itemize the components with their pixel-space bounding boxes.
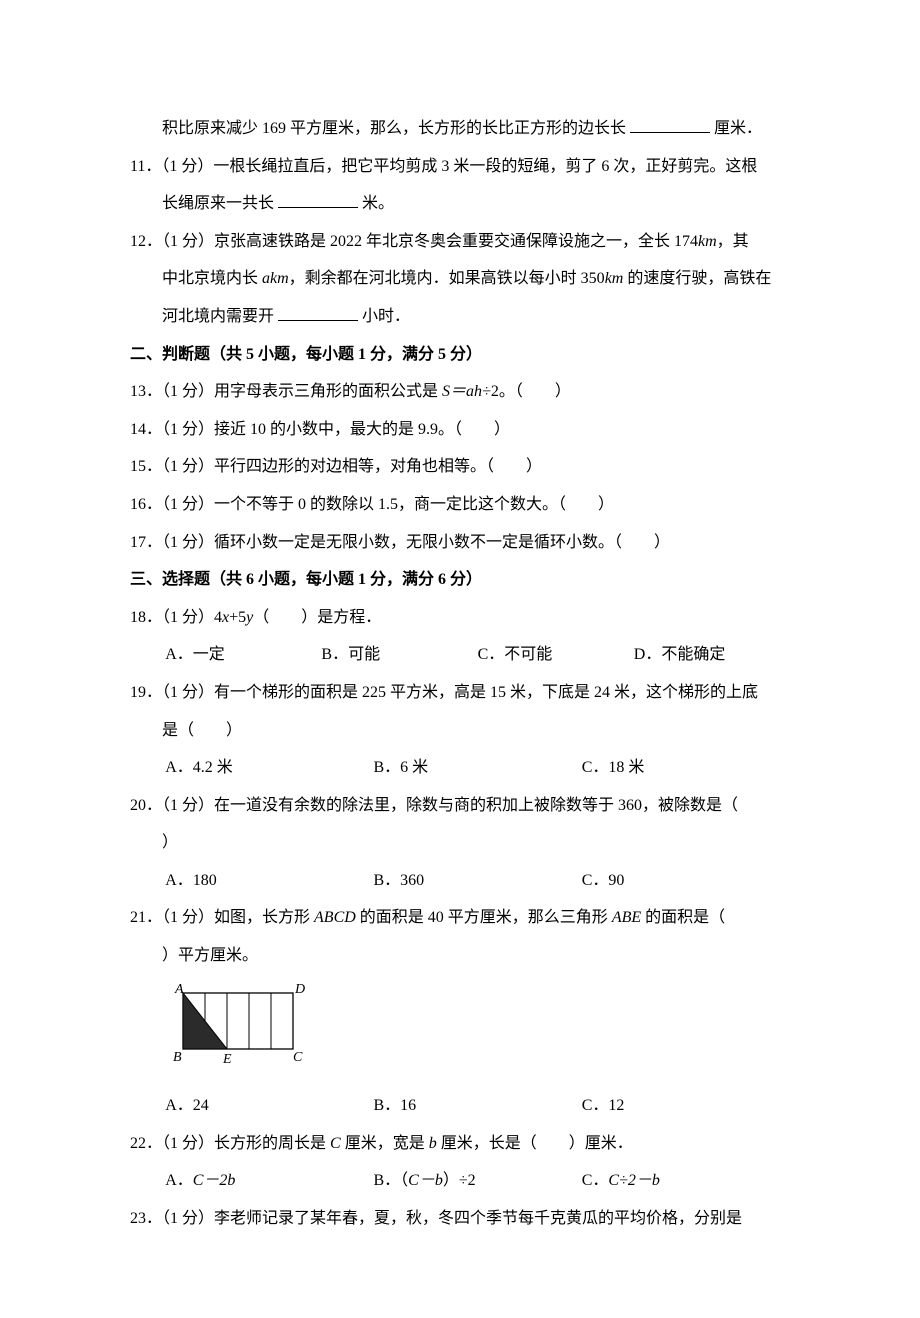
q18-opt-c[interactable]: C．不可能 — [478, 636, 634, 674]
q21: 21．（1 分）如图，长方形 ABCD 的面积是 40 平方厘米，那么三角形 A… — [130, 899, 790, 974]
q11-blank[interactable] — [278, 191, 358, 208]
q19-opt-c[interactable]: C．18 米 — [582, 749, 790, 787]
q18-a: 18．（1 分）4 — [130, 609, 222, 626]
q21-abe: ABE — [612, 909, 641, 926]
q22-B-pre: B．（ — [373, 1172, 408, 1189]
label-C: C — [293, 1050, 303, 1065]
rectangle-diagram-icon: A D B C E — [165, 979, 315, 1069]
q16: 16．（1 分）一个不等于 0 的数除以 1.5，商一定比这个数大。（ ） — [130, 486, 790, 524]
q22-b: 厘米，宽是 — [341, 1135, 429, 1152]
q12-km1: km — [698, 233, 717, 250]
q12-f: 河北境内需要开 — [162, 308, 274, 325]
q12-km2: km — [605, 270, 624, 287]
q11: 11．（1 分）一根长绳拉直后，把它平均剪成 3 米一段的短绳，剪了 6 次，正… — [130, 148, 790, 223]
q10-blank[interactable] — [630, 116, 710, 133]
q22-opt-c[interactable]: C．C÷2－b — [582, 1162, 790, 1200]
q21-a: 21．（1 分）如图，长方形 — [130, 909, 314, 926]
q21-opt-b[interactable]: B．16 — [373, 1087, 581, 1125]
q22-B-m: C－b — [408, 1172, 443, 1189]
q19: 19．（1 分）有一个梯形的面积是 225 平方米，高是 15 米，下底是 24… — [130, 674, 790, 749]
q12-g: 小时． — [362, 308, 410, 325]
q20: 20．（1 分）在一道没有余数的除法里，除数与商的积加上被除数等于 360，被除… — [130, 787, 790, 862]
q18-opt-a[interactable]: A．一定 — [165, 636, 321, 674]
q10-continuation: 积比原来减少 169 平方厘米，那么，长方形的长比正方形的边长长 厘米． — [130, 110, 790, 148]
q12-a: 12．（1 分）京张高速铁路是 2022 年北京冬奥会重要交通保障设施之一，全长… — [130, 233, 698, 250]
q18-options: A．一定 B．可能 C．不可能 D．不能确定 — [130, 636, 790, 674]
q13: 13．（1 分）用字母表示三角形的面积公式是 S＝ah÷2。（ ） — [130, 373, 790, 411]
q20-opt-c[interactable]: C．90 — [582, 862, 790, 900]
q19-a: 19．（1 分）有一个梯形的面积是 225 平方米，高是 15 米，下底是 24… — [130, 684, 758, 701]
q12-e: 的速度行驶，高铁在 — [623, 270, 771, 287]
q13-formula: S＝ah÷ — [442, 383, 491, 400]
q23: 23．（1 分）李老师记录了某年春，夏，秋，冬四个季节每千克黄瓜的平均价格，分别… — [130, 1200, 790, 1238]
q21-opt-a[interactable]: A．24 — [165, 1087, 373, 1125]
q20-opt-a[interactable]: A．180 — [165, 862, 373, 900]
q21-options: A．24 B．16 C．12 — [130, 1087, 790, 1125]
q21-opt-c[interactable]: C．12 — [582, 1087, 790, 1125]
label-B: B — [173, 1050, 182, 1065]
q19-options: A．4.2 米 B．6 米 C．18 米 — [130, 749, 790, 787]
q22-C-m: C÷2－b — [608, 1172, 659, 1189]
section-3-heading: 三、选择题（共 6 小题，每小题 1 分，满分 6 分） — [130, 561, 790, 599]
q12: 12．（1 分）京张高速铁路是 2022 年北京冬奥会重要交通保障设施之一，全长… — [130, 223, 790, 336]
q20-opt-b[interactable]: B．360 — [373, 862, 581, 900]
q18-c: （ ）是方程． — [253, 609, 381, 626]
q10-text-a: 积比原来减少 169 平方厘米，那么，长方形的长比正方形的边长长 — [162, 120, 626, 137]
q22-c: 厘米，长是（ ）厘米． — [437, 1135, 633, 1152]
q18-opt-d[interactable]: D．不能确定 — [634, 636, 790, 674]
label-A: A — [174, 982, 184, 997]
q21-figure: A D B C E — [165, 979, 790, 1084]
q18-opt-b[interactable]: B．可能 — [321, 636, 477, 674]
q22-bb: b — [429, 1135, 437, 1152]
q21-b: 的面积是 40 平方厘米，那么三角形 — [356, 909, 612, 926]
q22-a: 22．（1 分）长方形的周长是 — [130, 1135, 330, 1152]
q21-d: ）平方厘米。 — [130, 937, 790, 975]
q22: 22．（1 分）长方形的周长是 C 厘米，宽是 b 厘米，长是（ ）厘米． — [130, 1125, 790, 1163]
q19-opt-b[interactable]: B．6 米 — [373, 749, 581, 787]
q17: 17．（1 分）循环小数一定是无限小数，无限小数不一定是循环小数。（ ） — [130, 524, 790, 562]
q12-akm: akm — [262, 270, 289, 287]
exam-page: 积比原来减少 169 平方厘米，那么，长方形的长比正方形的边长长 厘米． 11．… — [0, 0, 920, 1318]
q10-text-b: 厘米． — [714, 120, 762, 137]
q22-opt-b[interactable]: B．（C－b）÷2 — [373, 1162, 581, 1200]
q11-line1: 11．（1 分）一根长绳拉直后，把它平均剪成 3 米一段的短绳，剪了 6 次，正… — [130, 158, 757, 175]
q11-line2a: 长绳原来一共长 — [162, 195, 274, 212]
q20-a: 20．（1 分）在一道没有余数的除法里，除数与商的积加上被除数等于 360，被除… — [130, 797, 754, 814]
q12-c: 中北京境内长 — [162, 270, 262, 287]
q22-B-suf: ）÷2 — [443, 1172, 476, 1189]
q21-abcd: ABCD — [314, 909, 356, 926]
q18: 18．（1 分）4x+5y（ ）是方程． — [130, 599, 790, 637]
q21-c: 的面积是（ — [641, 909, 741, 926]
q12-b: ，其 — [717, 233, 749, 250]
q13-b: 2。（ ） — [491, 383, 571, 400]
q22-opt-a[interactable]: A．C－2b — [165, 1162, 373, 1200]
q19-opt-a[interactable]: A．4.2 米 — [165, 749, 373, 787]
q11-line2b: 米。 — [362, 195, 394, 212]
q18-b: +5 — [229, 609, 246, 626]
section-2-heading: 二、判断题（共 5 小题，每小题 1 分，满分 5 分） — [130, 336, 790, 374]
q20-options: A．180 B．360 C．90 — [130, 862, 790, 900]
q15: 15．（1 分）平行四边形的对边相等，对角也相等。（ ） — [130, 448, 790, 486]
q22-C: C — [330, 1135, 341, 1152]
q22-options: A．C－2b B．（C－b）÷2 C．C÷2－b — [130, 1162, 790, 1200]
q12-d: ，剩余都在河北境内．如果高铁以每小时 350 — [289, 270, 605, 287]
q22-A-m: C－2b — [193, 1172, 236, 1189]
label-D: D — [294, 982, 305, 997]
q12-blank[interactable] — [278, 304, 358, 321]
q22-C-pre: C． — [582, 1172, 609, 1189]
q22-A-pre: A． — [165, 1172, 193, 1189]
q13-a: 13．（1 分）用字母表示三角形的面积公式是 — [130, 383, 442, 400]
q20-b: ） — [130, 824, 790, 862]
q14: 14．（1 分）接近 10 的小数中，最大的是 9.9。（ ） — [130, 411, 790, 449]
q19-b: 是（ ） — [130, 712, 790, 750]
label-E: E — [222, 1052, 232, 1067]
